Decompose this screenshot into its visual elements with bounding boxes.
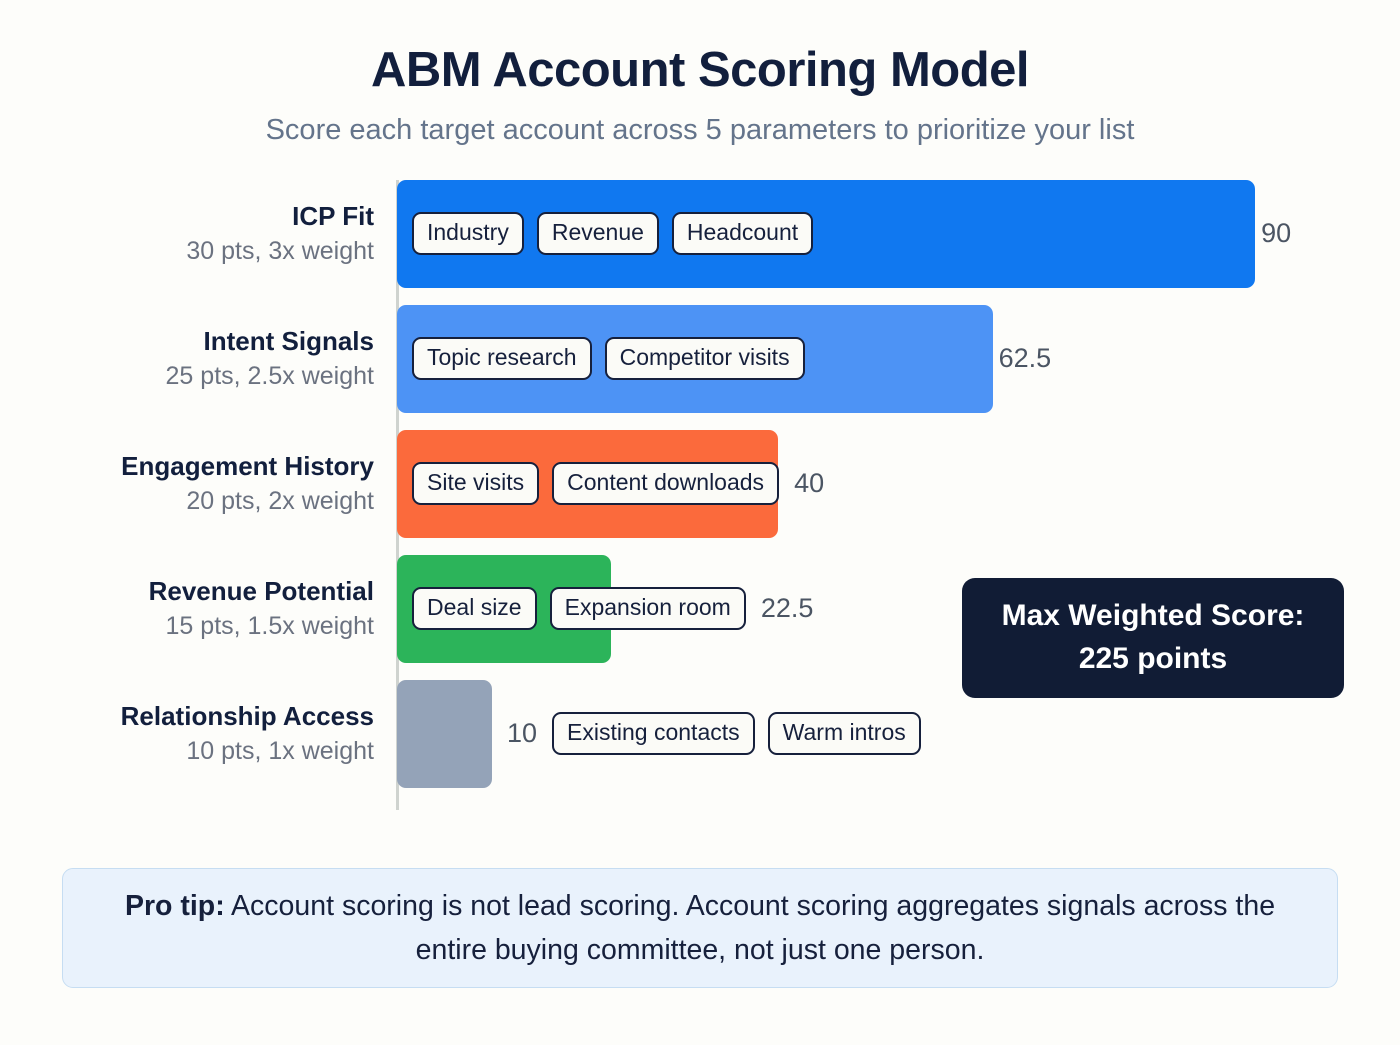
chart-row: Intent Signals 25 pts, 2.5x weight Topic r…: [0, 304, 1400, 413]
row-content-overlay: Deal size Expansion room 22.5: [397, 555, 815, 663]
chart-bar: [397, 679, 492, 788]
row-category-label: Revenue Potential: [148, 576, 374, 607]
parameter-chip[interactable]: Deal size: [412, 587, 537, 631]
parameter-chip[interactable]: Warm intros: [767, 712, 921, 756]
row-weight-label: 15 pts, 1.5x weight: [165, 612, 374, 641]
page-title: ABM Account Scoring Model: [370, 43, 1030, 97]
chart-row: ICP Fit 30 pts, 3x weight Industry Revenue H…: [0, 179, 1400, 288]
bar-value-label: 62.5: [998, 343, 1052, 374]
row-weight-label: 25 pts, 2.5x weight: [165, 362, 374, 391]
parameter-chip[interactable]: Existing contacts: [552, 712, 755, 756]
row-label-group: Intent Signals 25 pts, 2.5x weight: [0, 305, 374, 413]
parameter-chip[interactable]: Topic research: [412, 337, 592, 381]
parameter-chip[interactable]: Expansion room: [549, 587, 746, 631]
chart-row: Revenue Potential 15 pts, 1.5x weight Deal…: [0, 554, 1400, 663]
row-label-group: Revenue Potential 15 pts, 1.5x weight: [0, 555, 374, 663]
row-label-group: Engagement History 20 pts, 2x weight: [0, 430, 374, 538]
bar-value-label: 40: [794, 468, 825, 499]
row-label-group: Relationship Access 10 pts, 1x weight: [0, 680, 374, 788]
bar-value-label: 22.5: [760, 593, 814, 624]
parameter-chip[interactable]: Industry: [412, 212, 524, 256]
row-category-label: ICP Fit: [292, 201, 374, 232]
max-score-callout: Max Weighted Score: 225 points: [962, 578, 1344, 698]
bar-value-label: 10: [507, 718, 538, 749]
callout-line-2: 225 points: [1078, 642, 1228, 675]
row-category-label: Intent Signals: [203, 326, 374, 357]
row-category-label: Relationship Access: [120, 701, 374, 732]
scoring-bar-chart: ICP Fit 30 pts, 3x weight Industry Revenue H…: [0, 179, 1400, 820]
pro-tip-body: Account scoring is not lead scoring. Acc…: [224, 889, 1276, 966]
bar-value-label: 90: [1261, 218, 1292, 249]
header: ABM Account Scoring Model Score each tar…: [0, 0, 1400, 147]
parameter-chip[interactable]: Revenue: [536, 212, 659, 256]
page-subtitle: Score each target account across 5 param…: [265, 113, 1135, 146]
row-content-overlay: Industry Revenue Headcount 90: [397, 180, 1293, 288]
chart-row: Relationship Access 10 pts, 1x weight 10 Ex…: [0, 679, 1400, 788]
pro-tip-text: Pro tip: Account scoring is not lead sco…: [103, 884, 1297, 972]
row-weight-label: 30 pts, 3x weight: [186, 237, 374, 266]
parameter-chip[interactable]: Content downloads: [552, 462, 780, 506]
callout-line-1: Max Weighted Score:: [1001, 599, 1305, 633]
parameter-chip[interactable]: Site visits: [412, 462, 540, 506]
row-category-label: Engagement History: [121, 451, 374, 482]
row-content-overlay: 10 Existing contacts Warm intros: [397, 680, 921, 788]
pro-tip-label: Pro tip:: [124, 889, 225, 922]
parameter-chip[interactable]: Headcount: [671, 212, 814, 256]
row-weight-label: 20 pts, 2x weight: [186, 487, 374, 516]
row-weight-label: 10 pts, 1x weight: [186, 737, 374, 766]
row-content-overlay: Topic research Competitor visits 62.5: [397, 305, 1053, 413]
row-content-overlay: Site visits Content downloads 40: [397, 430, 826, 538]
chart-row: Engagement History 20 pts, 2x weight Site …: [0, 429, 1400, 538]
row-label-group: ICP Fit 30 pts, 3x weight: [0, 180, 374, 288]
parameter-chip[interactable]: Competitor visits: [604, 337, 805, 381]
pro-tip-banner: Pro tip: Account scoring is not lead sco…: [62, 868, 1338, 988]
